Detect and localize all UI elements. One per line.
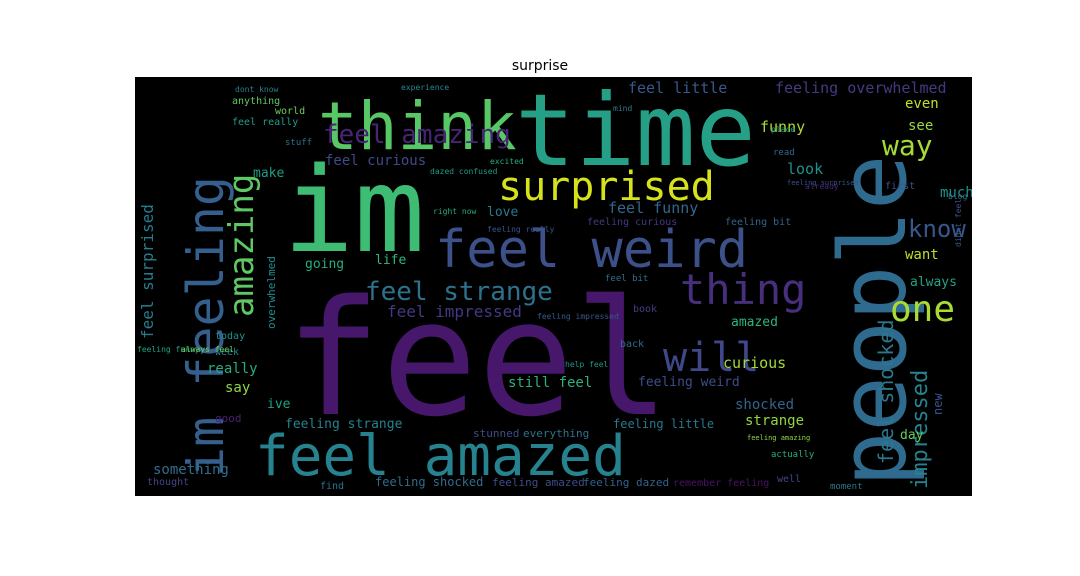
cloud-word: stunned [473, 427, 519, 440]
cloud-word: really [207, 361, 258, 377]
cloud-word: love [487, 205, 518, 220]
cloud-word: feeling shocked [375, 475, 483, 489]
cloud-word: read [773, 148, 795, 158]
cloud-word: feel [285, 265, 670, 452]
cloud-word: find [320, 481, 344, 492]
cloud-word: feeling bit [725, 217, 791, 228]
cloud-word: actually [771, 450, 815, 460]
cloud-word: much [940, 185, 972, 201]
cloud-word: excited [490, 157, 524, 166]
cloud-word: feel weird [435, 220, 748, 280]
cloud-word: see [908, 118, 933, 134]
cloud-word: feeling surprised [787, 179, 859, 187]
cloud-word: stuff [285, 138, 312, 148]
cloud-word: feel shocked [874, 320, 898, 465]
cloud-word: going [305, 257, 344, 272]
cloud-word: look [787, 160, 823, 178]
cloud-word: overwhelmed [265, 256, 278, 329]
cloud-word: everything [523, 427, 589, 440]
word-cloud: feel im time people think feel weird feel amaz… [135, 77, 972, 496]
cloud-word: feel strange [365, 277, 553, 307]
cloud-word: feeling amazed [492, 476, 585, 489]
cloud-word: right now [433, 207, 477, 216]
cloud-background [135, 77, 972, 496]
cloud-word: still feel [508, 375, 592, 391]
cloud-word: feeling funny [137, 345, 200, 354]
cloud-word: amazed [731, 315, 778, 330]
cloud-word: already [805, 182, 839, 191]
cloud-word: help feel [565, 360, 609, 369]
cloud-word: one [890, 289, 955, 330]
cloud-word: feel curious [325, 153, 426, 169]
cloud-word: world [275, 106, 305, 117]
cloud-word: funny [760, 118, 805, 136]
cloud-word: dazed confused [430, 167, 498, 176]
cloud-word: think [318, 88, 517, 165]
cloud-word: feeling amazing [747, 434, 810, 442]
cloud-word: impressed [908, 370, 933, 489]
cloud-word: feel funny [608, 199, 698, 217]
cloud-word: remember feeling [673, 478, 769, 489]
cloud-word: feeling weird [638, 375, 740, 390]
cloud-word: moment [830, 482, 863, 492]
cloud-word: say [225, 380, 250, 396]
cloud-word: anything [232, 96, 280, 107]
cloud-word: people [820, 155, 927, 487]
cloud-word: today [215, 331, 245, 342]
cloud-word: feel impressed [387, 302, 522, 321]
cloud-word: ive [267, 397, 291, 412]
cloud-word: im [283, 141, 425, 279]
cloud-word: dont know [235, 85, 279, 94]
cloud-word: time [515, 77, 756, 189]
cloud-word: feeling really [487, 225, 555, 234]
cloud-word: life [375, 253, 406, 268]
cloud-word: surprised [498, 164, 715, 210]
cloud-word: feeling strange [285, 417, 403, 432]
cloud-word: mind [613, 104, 632, 113]
cloud-word: curious [723, 354, 786, 372]
cloud-word: well [777, 474, 801, 485]
cloud-word: feeling little [613, 417, 714, 431]
cloud-word: didnt feel [954, 199, 963, 247]
cloud-word: always [910, 275, 957, 290]
cloud-word: feel amazing [323, 120, 511, 150]
cloud-word: strange [745, 413, 804, 429]
cloud-word: feeling impressed [537, 312, 619, 321]
cloud-word: im feeling [177, 176, 235, 477]
cloud-word: week [215, 347, 239, 358]
cloud-word: book [633, 304, 657, 315]
cloud-word: make [253, 166, 284, 181]
cloud-word: good [215, 412, 242, 425]
cloud-word: want [905, 247, 939, 263]
cloud-word: experience [401, 83, 449, 92]
cloud-word: feeling curious [587, 217, 677, 228]
cloud-word: thing [680, 265, 806, 314]
cloud-word: feel really [232, 117, 298, 128]
cloud-word: new [931, 393, 945, 415]
cloud-word: feel little [628, 79, 727, 97]
cloud-word: know [908, 215, 966, 243]
cloud-word: place [771, 125, 795, 134]
cloud-word: feeling overwhelmed [775, 79, 947, 97]
cloud-word: feel amazed [255, 424, 626, 489]
cloud-word: first [885, 181, 915, 192]
cloud-word: will [663, 335, 759, 381]
cloud-word: something [153, 462, 229, 478]
plot-title: surprise [511, 58, 569, 74]
cloud-word: blog [948, 192, 967, 201]
cloud-word: day [900, 428, 924, 443]
cloud-word: feel surprised [138, 204, 157, 339]
cloud-word: way [882, 129, 933, 162]
cloud-word: feeling dazed [583, 476, 669, 489]
cloud-word: back [620, 339, 644, 350]
cloud-word: always feel [181, 345, 234, 354]
cloud-word: amazing [222, 174, 262, 317]
cloud-word: thought [147, 477, 189, 488]
cloud-word: feel bit [605, 274, 648, 284]
cloud-word: shocked [735, 397, 794, 413]
cloud-word: even [905, 96, 939, 112]
